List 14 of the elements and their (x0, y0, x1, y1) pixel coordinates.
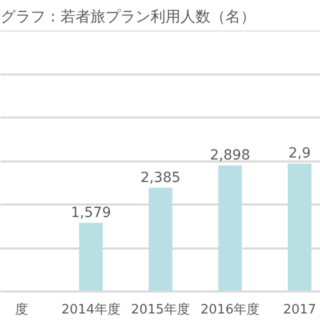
x-tick-label: 2015年度 (130, 302, 190, 318)
data-label: 2,385 (140, 170, 181, 186)
x-tick-label: 2016年度 (200, 302, 260, 318)
bar (288, 164, 312, 292)
bar (79, 222, 103, 292)
bar (148, 188, 172, 292)
data-label: 2,898 (210, 147, 250, 164)
data-label: 1,579 (70, 204, 111, 221)
bar (218, 165, 242, 292)
chart-title: グラフ：若者旅プラン利用人数（名） (0, 8, 256, 26)
x-tick-label: 2017 (283, 302, 316, 318)
x-tick-label: 度 (14, 302, 28, 318)
x-tick-label: 2014年度 (61, 302, 120, 318)
annotation: 2,9 (288, 146, 311, 162)
